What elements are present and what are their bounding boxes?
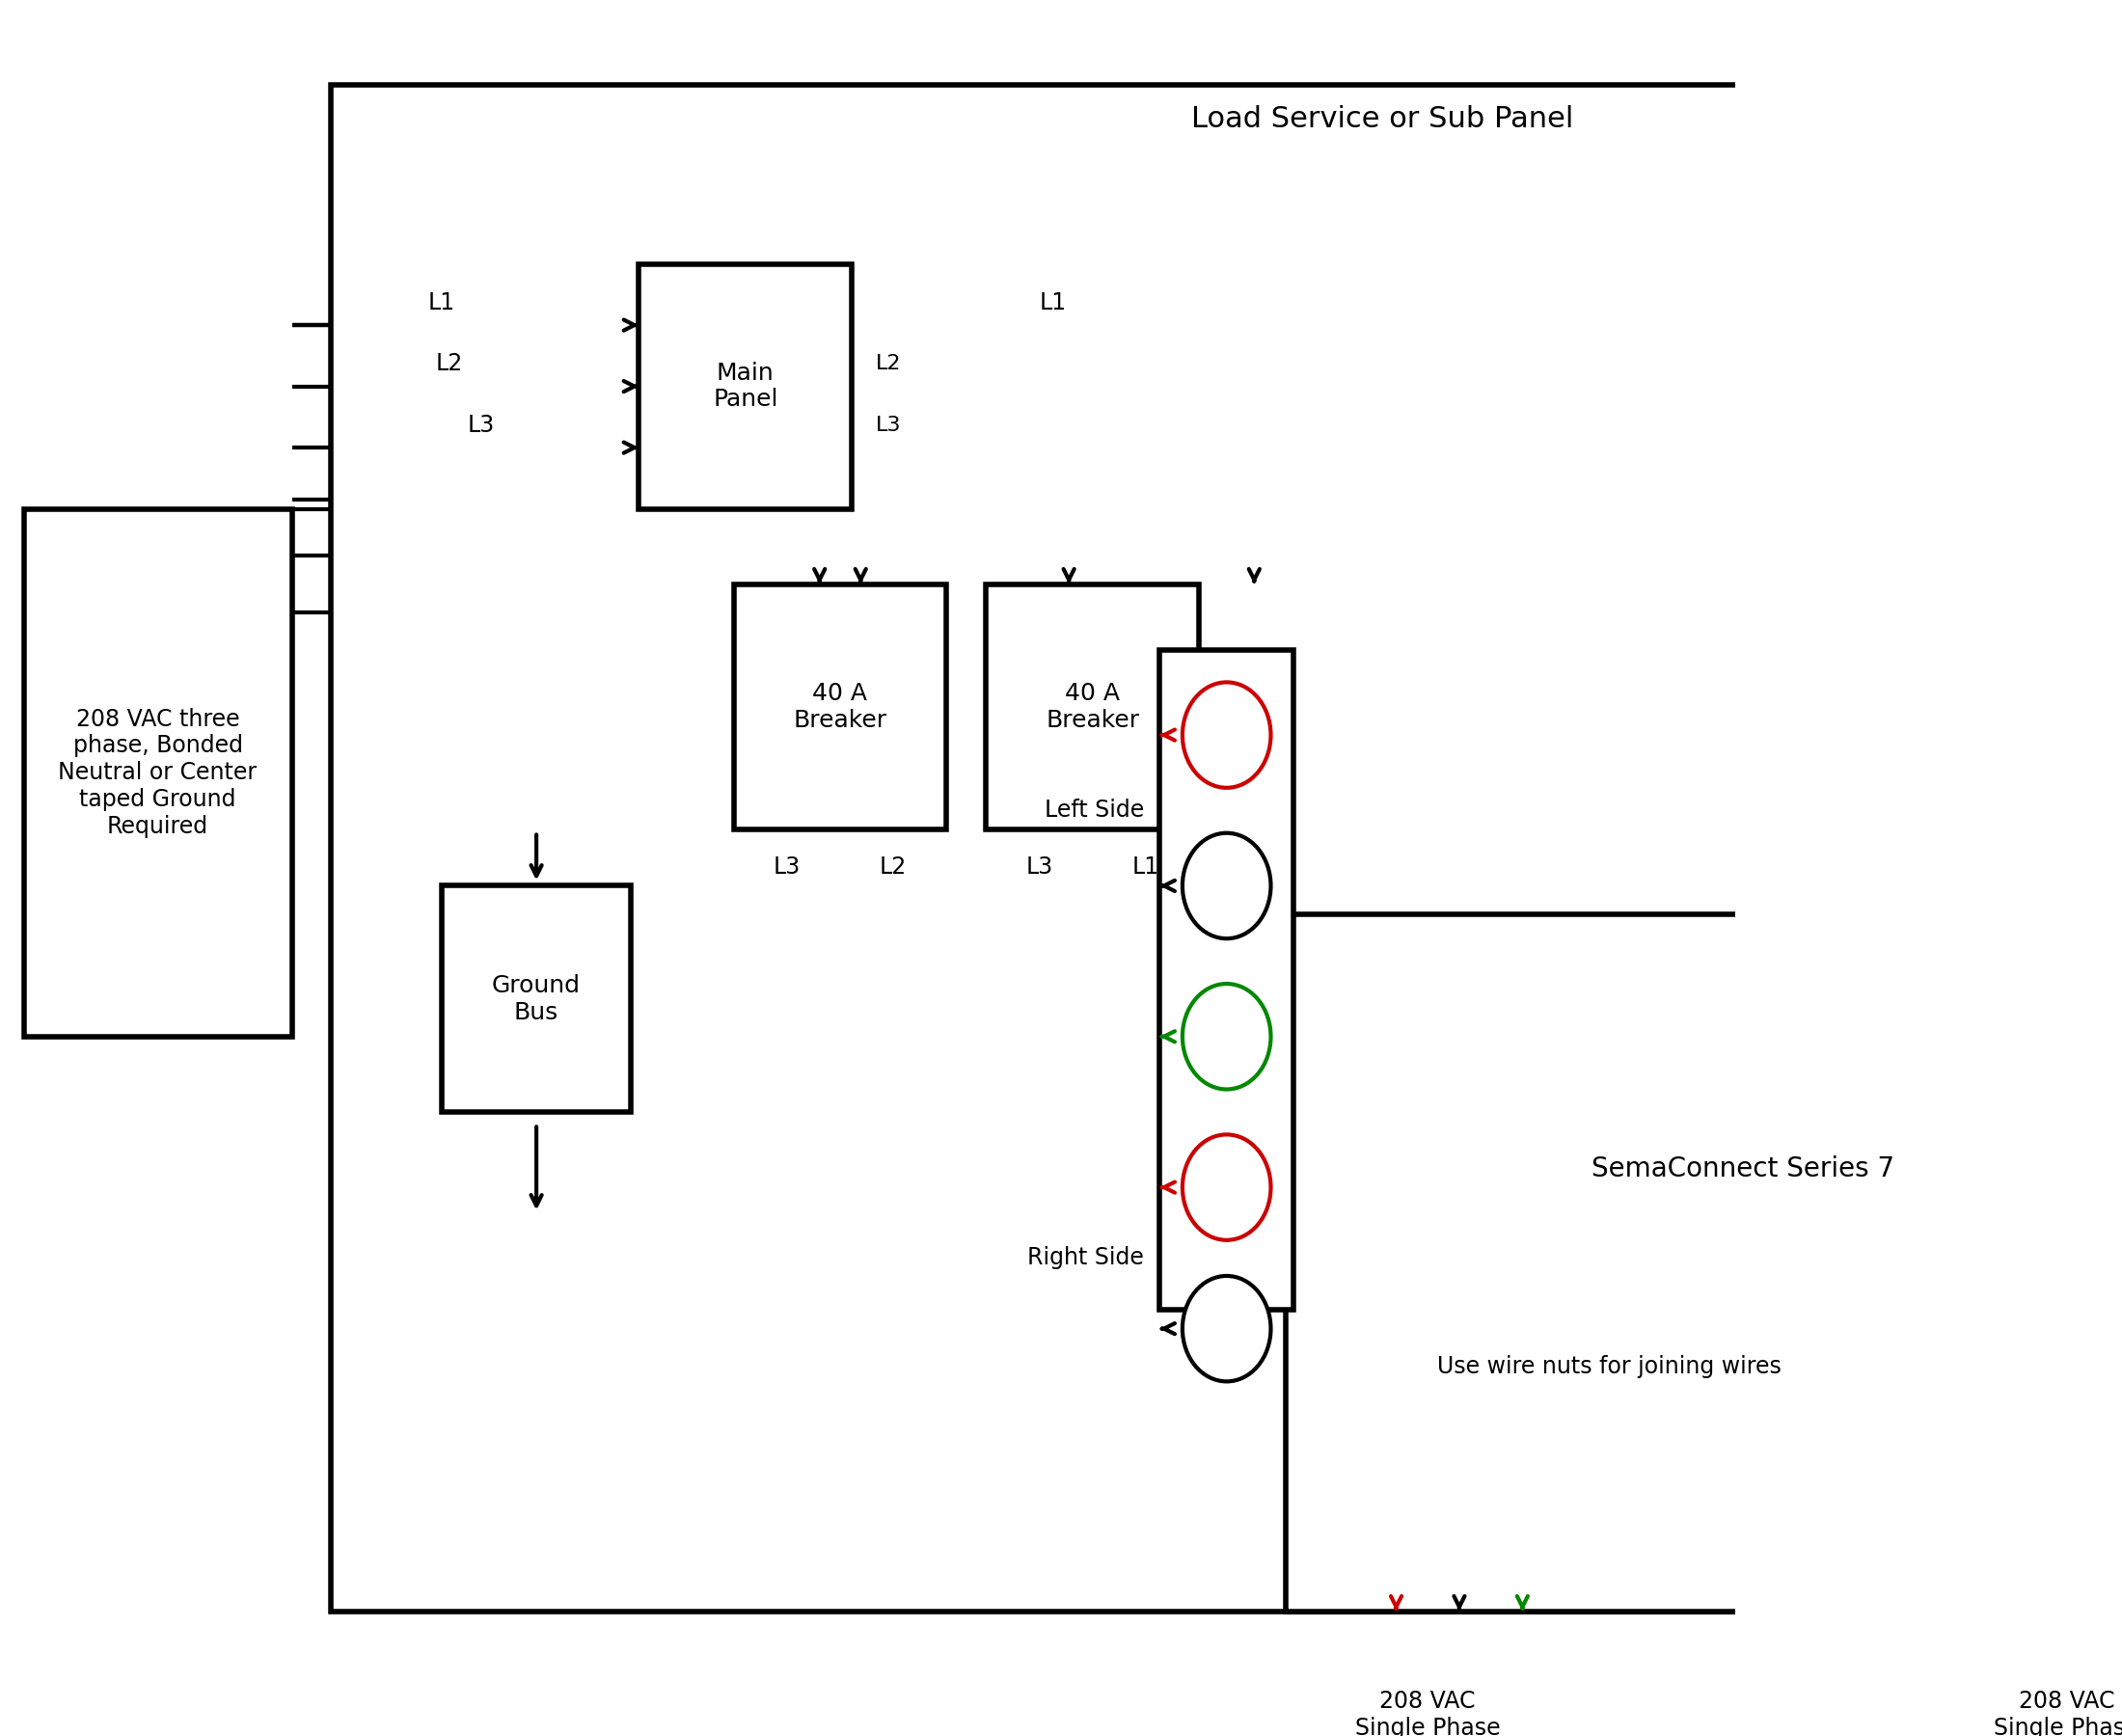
Text: L1: L1	[1040, 292, 1067, 314]
Text: Right Side: Right Side	[1027, 1246, 1144, 1269]
Text: Main
Panel: Main Panel	[713, 361, 779, 411]
Text: L1: L1	[1131, 856, 1159, 878]
Bar	[734, 585, 946, 830]
Text: 208 VAC three
phase, Bonded
Neutral or Center
taped Ground
Required: 208 VAC three phase, Bonded Neutral or C…	[57, 708, 257, 838]
Circle shape	[1182, 682, 1271, 788]
Text: 208 VAC
Single Phase: 208 VAC Single Phase	[1356, 1691, 1500, 1736]
Bar	[1159, 651, 1294, 1311]
Text: L2: L2	[876, 354, 902, 373]
Text: 40 A
Breaker: 40 A Breaker	[794, 682, 887, 731]
Text: L3: L3	[772, 856, 800, 878]
Circle shape	[1182, 984, 1271, 1088]
Text: 40 A
Breaker: 40 A Breaker	[1046, 682, 1140, 731]
Bar	[639, 264, 851, 509]
Bar	[23, 509, 293, 1036]
Text: Load Service or Sub Panel: Load Service or Sub Panel	[1193, 104, 1575, 132]
Text: L3: L3	[1025, 856, 1053, 878]
Bar	[1286, 915, 2122, 1611]
Circle shape	[1182, 833, 1271, 939]
Text: L2: L2	[879, 856, 906, 878]
Circle shape	[1182, 1135, 1271, 1240]
Text: SemaConnect Series 7: SemaConnect Series 7	[1592, 1154, 1895, 1182]
Text: L3: L3	[467, 413, 494, 436]
Text: L1: L1	[429, 292, 456, 314]
Circle shape	[1182, 1276, 1271, 1382]
Text: 208 VAC
Single Phase: 208 VAC Single Phase	[1995, 1691, 2122, 1736]
Text: Use wire nuts for joining wires: Use wire nuts for joining wires	[1437, 1354, 1780, 1378]
Text: L2: L2	[435, 352, 463, 375]
Text: Left Side: Left Side	[1044, 799, 1144, 821]
Text: L3: L3	[876, 415, 902, 434]
Text: Ground
Bus: Ground Bus	[492, 974, 581, 1024]
Bar	[441, 885, 630, 1113]
Bar	[987, 585, 1199, 830]
